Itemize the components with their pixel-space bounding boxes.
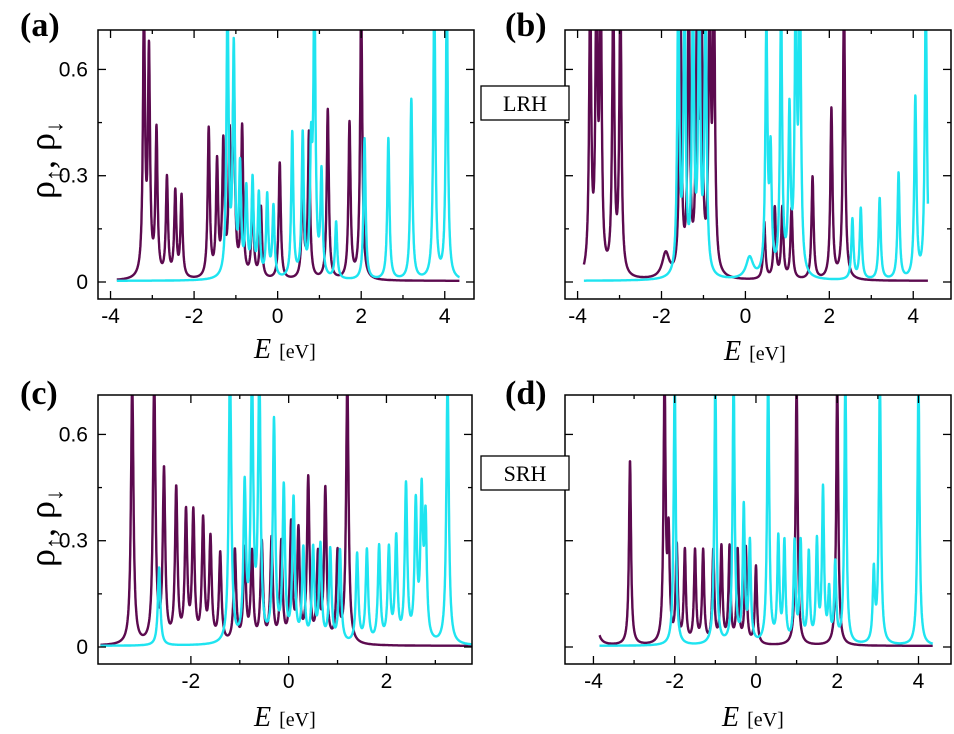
y-tick-label: 0.6: [59, 58, 88, 81]
tag-lrh: LRH: [480, 85, 570, 121]
y-tick-label: 0: [76, 271, 88, 294]
plot-area-b: [582, 30, 930, 282]
x-tick-label: 2: [831, 670, 843, 693]
x-axis-label-a: E [eV]: [253, 334, 316, 365]
panel-a: -4 -2 0 2 4 0 0.3 0.6: [59, 29, 475, 328]
x-axis-label-b: E [eV]: [723, 336, 786, 367]
series-spin-up-line: [115, 30, 461, 282]
panel-label-c: (c): [20, 375, 58, 412]
ylabel-down-arrow: ↓: [42, 489, 68, 501]
panel-b: -4 -2 0 2 4: [564, 29, 952, 328]
x-tick-label: -4: [101, 305, 120, 328]
x-tick-label: 2: [381, 670, 393, 693]
x-tick-label: 0: [740, 305, 752, 328]
x-tick-label: 4: [907, 305, 919, 328]
series-spin-up-line: [598, 395, 934, 647]
x-tick-label: -2: [652, 305, 671, 328]
x-tick-label: 0: [283, 670, 295, 693]
axes-frame-d: [564, 394, 952, 665]
ylabel-up-arrow: ↑: [42, 537, 68, 549]
plot-area-a: [115, 30, 461, 282]
panel-label-d: (d): [505, 375, 547, 412]
x-tick-label: -2: [185, 305, 204, 328]
x-tick-label: -2: [665, 670, 684, 693]
panel-label-b: (b): [505, 7, 547, 44]
x-tick-label: -2: [182, 670, 201, 693]
x-tick-label: 0: [272, 305, 284, 328]
y-tick-label: 0.6: [59, 423, 88, 446]
x-axis-label-d: E [eV]: [721, 702, 784, 733]
y-axis-label-bottom: ρ↑, ρ↓: [22, 489, 68, 567]
tag-srh: SRH: [480, 455, 570, 491]
axes-frame-c: [97, 394, 473, 665]
x-tick-label: 2: [823, 305, 835, 328]
plot-area-c: [99, 395, 472, 647]
series-spin-up-line: [582, 30, 929, 282]
x-tick-label: 0: [750, 670, 762, 693]
tag-srh-text: SRH: [504, 461, 547, 486]
series-spin-down-line: [115, 30, 461, 282]
y-tick-label: 0.3: [59, 165, 88, 188]
x-tick-label: 4: [913, 670, 925, 693]
x-tick-label: 4: [439, 305, 451, 328]
y-tick-label: 0.3: [59, 530, 88, 553]
y-tick-label: 0: [76, 636, 88, 659]
series-spin-down-line: [598, 395, 934, 647]
series-spin-up-line: [99, 395, 472, 647]
ylabel-rho-1: ρ: [22, 181, 62, 199]
panel-c: -2 0 2 0 0.3 0.6: [59, 394, 473, 693]
ylabel-rho-1: ρ: [22, 549, 62, 567]
series-spin-down-line: [582, 30, 930, 282]
axes-frame-b: [564, 29, 952, 300]
x-tick-label: -4: [584, 670, 603, 693]
x-axis-label-c: E [eV]: [253, 702, 316, 733]
svg-text:ρ↑, ρ↓: ρ↑, ρ↓: [22, 121, 68, 199]
axes-frame-a: [97, 29, 475, 300]
series-spin-down-line: [99, 395, 472, 647]
ylabel-down-arrow: ↓: [42, 121, 68, 133]
ylabel-up-arrow: ↑: [42, 169, 68, 181]
panel-label-a: (a): [20, 7, 60, 44]
svg-text:ρ↑, ρ↓: ρ↑, ρ↓: [22, 489, 68, 567]
ylabel-separator: ,: [22, 519, 62, 537]
ylabel-rho-2: ρ: [22, 501, 62, 519]
x-tick-label: -4: [568, 305, 587, 328]
tag-lrh-text: LRH: [503, 91, 547, 116]
ylabel-separator: ,: [22, 151, 62, 169]
x-tick-label: 2: [355, 305, 367, 328]
ylabel-rho-2: ρ: [22, 133, 62, 151]
panel-d: -4 -2 0 2 4: [564, 394, 952, 693]
plot-area-d: [598, 395, 934, 647]
y-axis-label-top: ρ↑, ρ↓: [22, 121, 68, 199]
